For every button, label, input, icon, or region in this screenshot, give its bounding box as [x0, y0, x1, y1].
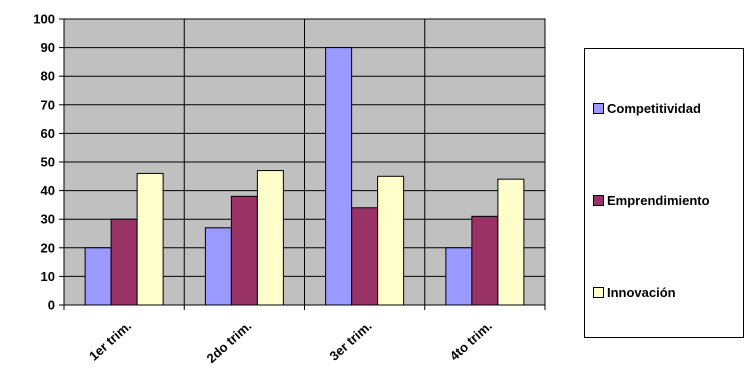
bar-competitividad-3 — [325, 47, 353, 306]
bar-emprendimiento-2 — [230, 195, 258, 306]
x-category-label: 3er trim. — [326, 318, 374, 363]
bar-competitividad-2 — [204, 227, 232, 306]
bar-competitividad-4 — [445, 247, 473, 306]
x-category-label: 1er trim. — [86, 318, 134, 363]
legend-item-innovacion: Innovación — [593, 285, 676, 300]
legend-swatch-competitividad — [593, 103, 604, 114]
x-category-label: 4to trim. — [447, 318, 495, 363]
bar-emprendimiento-3 — [351, 207, 379, 306]
x-axis-categories: 1er trim. 2do trim. 3er trim. 4to trim. — [86, 318, 495, 366]
bar-innovacion-1 — [136, 172, 164, 306]
bar-innovacion-3 — [377, 175, 405, 306]
bar-emprendimiento-4 — [471, 215, 499, 306]
legend-item-emprendimiento: Emprendimiento — [593, 193, 710, 208]
y-axis-ticks: 0 10 20 30 40 50 60 70 80 90 100 — [33, 12, 55, 313]
bar-competitividad-1 — [84, 247, 112, 306]
legend-item-competitividad: Competitividad — [593, 101, 701, 116]
y-tick-label: 20 — [41, 240, 55, 255]
y-tick-label: 90 — [41, 40, 55, 55]
legend-label: Innovación — [607, 285, 676, 300]
y-tick-label: 30 — [41, 212, 55, 227]
legend: Competitividad Emprendimiento Innovación — [584, 48, 744, 338]
y-tick-label: 80 — [41, 69, 55, 84]
legend-label: Competitividad — [607, 101, 701, 116]
y-tick-label: 40 — [41, 183, 55, 198]
x-category-label: 2do trim. — [204, 318, 255, 366]
y-tick-label: 70 — [41, 97, 55, 112]
legend-swatch-innovacion — [593, 287, 604, 298]
legend-swatch-emprendimiento — [593, 195, 604, 206]
plot-area — [59, 18, 546, 310]
bar-emprendimiento-1 — [110, 218, 138, 306]
legend-label: Emprendimiento — [607, 193, 710, 208]
y-tick-label: 10 — [41, 269, 55, 284]
y-tick-label: 0 — [48, 298, 55, 313]
y-tick-label: 100 — [33, 12, 55, 27]
bar-innovacion-2 — [256, 170, 284, 306]
y-tick-label: 50 — [41, 155, 55, 170]
y-tick-label: 60 — [41, 126, 55, 141]
bar-innovacion-4 — [497, 178, 525, 306]
